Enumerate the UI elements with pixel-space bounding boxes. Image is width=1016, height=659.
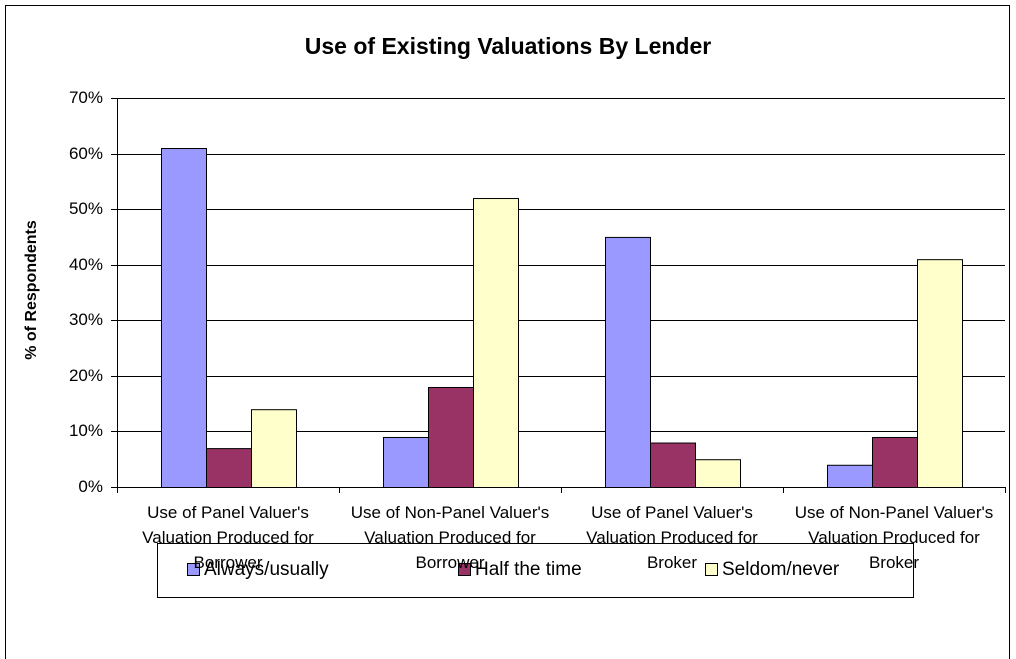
bar [383, 436, 429, 489]
x-tick-label: Use of Non-Panel Valuer's Valuation Prod… [794, 503, 994, 572]
bar [206, 448, 252, 489]
y-tick-label: 50% [69, 199, 103, 218]
chart-title: Use of Existing Valuations By Lender [305, 33, 711, 59]
bar [827, 464, 873, 488]
bar [251, 409, 297, 489]
y-tick-label: 60% [69, 144, 103, 163]
legend-box [157, 543, 914, 598]
bar [605, 236, 651, 488]
bar [872, 436, 918, 489]
legend-swatch [458, 563, 471, 576]
legend-label: Seldom/never [722, 559, 840, 580]
y-tick-label: 10% [69, 421, 103, 440]
y-tick-label: 70% [69, 88, 103, 107]
x-tick-label: Use of Panel Valuer's Valuation Produced… [586, 503, 758, 572]
bar [695, 459, 741, 489]
x-tick-label: Use of Non-Panel Valuer's Valuation Prod… [350, 503, 550, 572]
bar [917, 259, 963, 488]
y-tick-label: 40% [69, 255, 103, 274]
legend-label: Half the time [475, 559, 582, 580]
bar [161, 148, 207, 488]
bar [428, 386, 474, 489]
legend-swatch [705, 563, 718, 576]
y-tick-label: 30% [69, 310, 103, 329]
y-tick-label: 20% [69, 366, 103, 385]
x-tick-label: Use of Panel Valuer's Valuation Produced… [142, 503, 314, 572]
y-tick-label: 0% [78, 477, 103, 496]
legend-swatch [187, 563, 200, 576]
bar [650, 442, 696, 488]
bar [473, 198, 519, 488]
legend-label: Always/usually [204, 559, 329, 580]
y-axis-label: % of Respondents [23, 220, 40, 360]
